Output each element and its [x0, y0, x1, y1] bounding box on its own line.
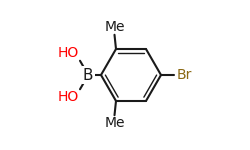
Text: Me: Me	[104, 20, 125, 34]
Text: HO: HO	[58, 46, 79, 60]
Text: HO: HO	[58, 90, 79, 104]
Text: Me: Me	[104, 116, 125, 130]
Text: Br: Br	[177, 68, 192, 82]
Text: B: B	[83, 68, 94, 82]
